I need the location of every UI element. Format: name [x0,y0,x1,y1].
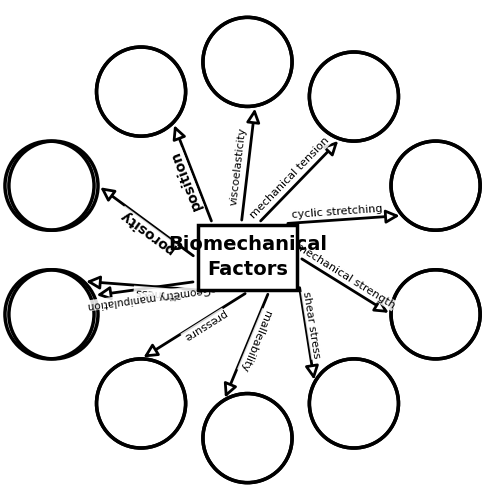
Text: mechanical tension: mechanical tension [248,136,332,220]
Circle shape [309,359,398,448]
Circle shape [9,270,98,359]
Circle shape [203,394,292,482]
FancyBboxPatch shape [198,225,297,290]
Circle shape [97,359,186,448]
Circle shape [309,52,398,141]
Circle shape [203,18,292,106]
Circle shape [9,141,98,230]
Text: malleability: malleability [238,309,272,373]
Circle shape [97,47,186,136]
Text: Biomechanical
Factors: Biomechanical Factors [168,236,327,280]
Text: viscoelasticity: viscoelasticity [229,126,248,206]
Text: stiffness: stiffness [134,286,181,300]
Text: shear stress: shear stress [301,291,322,359]
Text: porosity: porosity [117,206,177,256]
Text: pressure: pressure [181,308,227,342]
Text: cyclic stretching: cyclic stretching [292,204,383,220]
Text: mechanical strength: mechanical strength [294,242,396,310]
Circle shape [391,270,480,359]
Circle shape [391,141,480,230]
Text: position: position [168,148,204,212]
Text: Geometry manipulation: Geometry manipulation [87,284,211,311]
